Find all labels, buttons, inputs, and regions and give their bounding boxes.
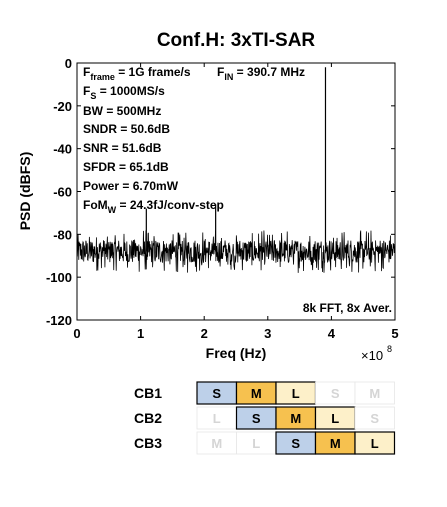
param-line: SFDR = 65.1dB <box>83 160 169 174</box>
cb-cell-text: S <box>291 436 300 451</box>
y-tick-label: 0 <box>65 56 72 71</box>
x-tick-label: 1 <box>137 326 144 341</box>
noise-floor-line <box>76 230 396 273</box>
y-axis-label: PSD (dBFS) <box>17 152 33 231</box>
y-tick-label: -80 <box>53 227 72 242</box>
x-multiplier-exp: 8 <box>387 344 392 354</box>
fin-text: FIN = 390.7 MHz <box>217 65 305 82</box>
x-axis: 0 1 2 3 4 5 <box>73 63 399 341</box>
y-tick-label: -100 <box>46 270 72 285</box>
cb-row-label: CB2 <box>134 410 162 426</box>
parameter-list: Fframe = 1G frame/s FS = 1000MS/s BW = 500… <box>83 65 224 215</box>
cb-cell-text: L <box>292 386 300 401</box>
x-tick-label: 5 <box>391 326 398 341</box>
param-line: SNDR = 50.6dB <box>83 122 170 136</box>
param-line: BW = 500MHz <box>83 104 161 118</box>
x-multiplier: ×10 8 <box>361 344 392 363</box>
cb-cell-text: S <box>370 411 379 426</box>
fin-label: FIN = 390.7 MHz <box>217 65 305 82</box>
cb-cell-text: M <box>211 436 222 451</box>
cb-cell-text: L <box>252 436 260 451</box>
cb-row-label: CB3 <box>134 435 162 451</box>
x-axis-label: Freq (Hz) <box>206 345 267 361</box>
x-tick-label: 0 <box>73 326 80 341</box>
y-axis: 0 -20 -40 -60 -80 -100 -120 <box>46 56 395 328</box>
cb-cell-inactive <box>354 381 395 405</box>
y-tick-label: -40 <box>53 142 72 157</box>
param-line: Power = 6.70mW <box>83 179 179 193</box>
y-tick-label: -60 <box>53 185 72 200</box>
cb-cell-text: L <box>371 436 379 451</box>
cb-cell-text: M <box>369 386 380 401</box>
chart-title: Conf.H: 3xTI-SAR <box>157 30 316 51</box>
param-line: Fframe = 1G frame/s <box>83 65 191 82</box>
x-multiplier-base: ×10 <box>361 348 383 363</box>
cb-cell-inactive <box>354 406 395 430</box>
param-line: FS = 1000MS/s <box>83 84 165 101</box>
spectrum-trace <box>76 67 396 273</box>
cb-cell-text: S <box>331 386 340 401</box>
cb-cell-text: M <box>290 411 301 426</box>
y-tick-label: -120 <box>46 313 72 328</box>
cb-cell-text: S <box>252 411 261 426</box>
param-line: FoMW = 24.3fJ/conv-step <box>83 198 224 215</box>
x-tick-label: 2 <box>201 326 208 341</box>
y-tick-label: -20 <box>53 99 72 114</box>
x-tick-label: 3 <box>264 326 271 341</box>
cb-cell-text: L <box>331 411 339 426</box>
param-line: SNR = 51.6dB <box>83 141 162 155</box>
x-tick-label: 4 <box>328 326 336 341</box>
fft-label: 8k FFT, 8x Aver. <box>303 301 392 315</box>
cb-cell-text: M <box>251 386 262 401</box>
cb-row-label: CB1 <box>134 385 162 401</box>
cb-cell-text: L <box>213 411 221 426</box>
cb-cell-active <box>354 431 396 455</box>
cb-cell-text: M <box>330 436 341 451</box>
cb-cell-text: S <box>212 386 221 401</box>
